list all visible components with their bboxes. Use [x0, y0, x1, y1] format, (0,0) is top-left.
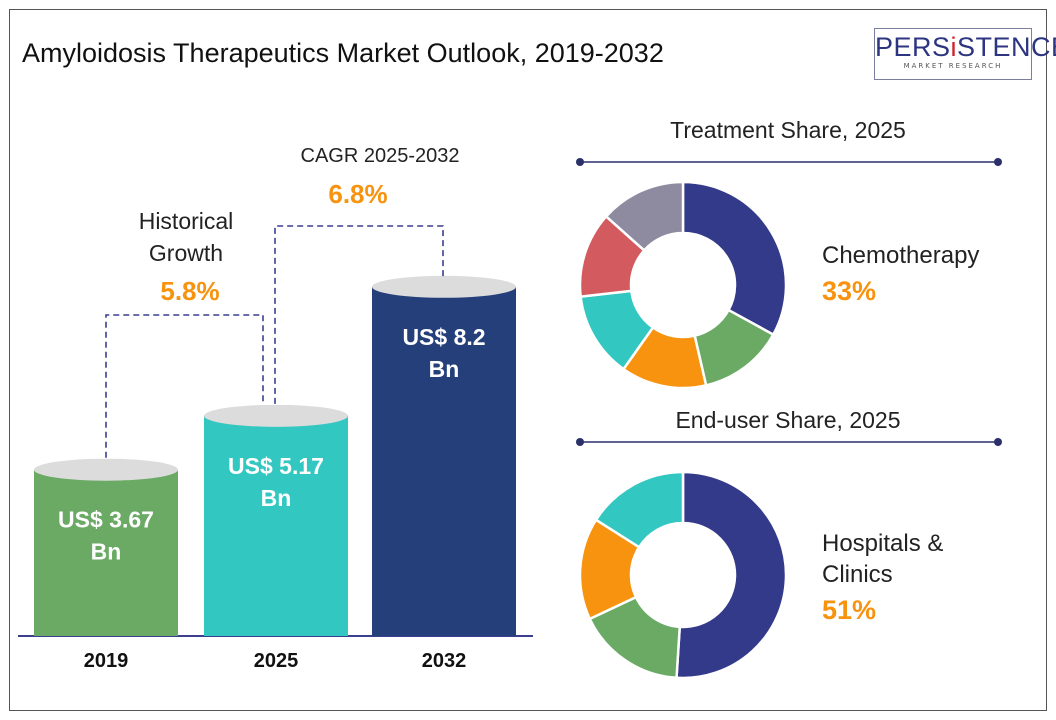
page-title: Amyloidosis Therapeutics Market Outlook,…	[22, 38, 664, 68]
donut-highlight-value: 51%	[822, 595, 876, 625]
bar-cap	[372, 275, 516, 298]
bar-value-label: Bn	[91, 539, 122, 565]
donut-slice	[594, 470, 685, 549]
donut-highlight-label: Hospitals &	[822, 530, 943, 557]
donut-slice	[675, 470, 788, 680]
bar-2019	[34, 469, 178, 636]
frame	[9, 9, 1047, 711]
x-tick-label: 2032	[422, 650, 467, 672]
donut-slice	[604, 180, 685, 253]
rule-dot	[994, 438, 1002, 446]
cagr-connector	[274, 225, 444, 404]
historical-label: Historical	[139, 208, 234, 234]
donut-title: End-user Share, 2025	[675, 407, 900, 433]
donut-title: Treatment Share, 2025	[670, 117, 906, 143]
rule-dot	[576, 438, 584, 446]
bar-2032	[372, 286, 516, 636]
donut-highlight-label: Clinics	[822, 561, 893, 588]
x-tick-label: 2025	[254, 650, 299, 672]
rule-dot	[994, 158, 1002, 166]
historical-value: 5.8%	[160, 276, 219, 306]
bar-2025	[204, 415, 348, 636]
historical-connector	[105, 314, 264, 458]
bar-value-label: US$ 5.17	[228, 453, 324, 479]
bar-value-label: US$ 3.67	[58, 507, 154, 533]
bar-value-label: US$ 8.2	[402, 324, 485, 350]
cagr-value: 6.8%	[328, 179, 387, 209]
persistence-logo: PERSiSTENCE MARKET RESEARCH	[874, 28, 1056, 80]
donut-highlight-label: Chemotherapy	[822, 242, 979, 269]
bar-value-label: Bn	[429, 356, 460, 382]
rule-dot	[576, 158, 584, 166]
cagr-label: CAGR 2025-2032	[301, 145, 460, 167]
x-tick-label: 2019	[84, 650, 129, 672]
bar-cap	[34, 458, 178, 481]
donut-highlight-value: 33%	[822, 276, 876, 306]
historical-label: Growth	[149, 240, 223, 266]
bar-value-label: Bn	[261, 485, 292, 511]
donut-slice	[681, 180, 788, 337]
bar-cap	[204, 404, 348, 427]
